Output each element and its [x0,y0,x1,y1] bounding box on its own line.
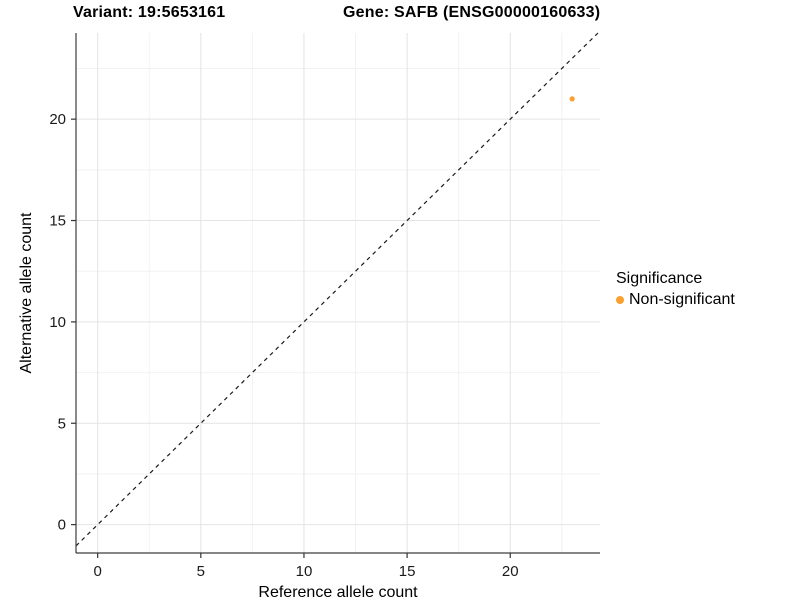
identity-dashed-line [75,32,599,547]
variant-title: Variant: 19:5653161 [73,4,226,21]
data-point [569,96,575,102]
x-tick-label: 10 [296,563,313,580]
x-tick-label: 5 [197,563,205,580]
legend-item-non-significant: Non-significant [616,291,735,309]
x-tick-label: 0 [93,563,101,580]
y-tick-label: 10 [49,314,66,331]
legend-title: Significance [616,270,703,287]
legend: Significance Non-significant [616,270,735,309]
legend-marker-icon [616,296,624,304]
x-tick-label: 15 [399,563,416,580]
y-axis-title: Alternative allele count [18,212,35,374]
y-tick-label: 0 [58,517,66,534]
x-axis-title: Reference allele count [258,584,418,601]
y-tick-label: 5 [58,415,66,432]
gene-title: Gene: SAFB (ENSG00000160633) [343,4,601,21]
x-tick-label: 20 [502,563,519,580]
y-tick-label: 20 [49,111,66,128]
legend-item-label: Non-significant [629,291,735,308]
y-tick-label: 15 [49,213,66,230]
